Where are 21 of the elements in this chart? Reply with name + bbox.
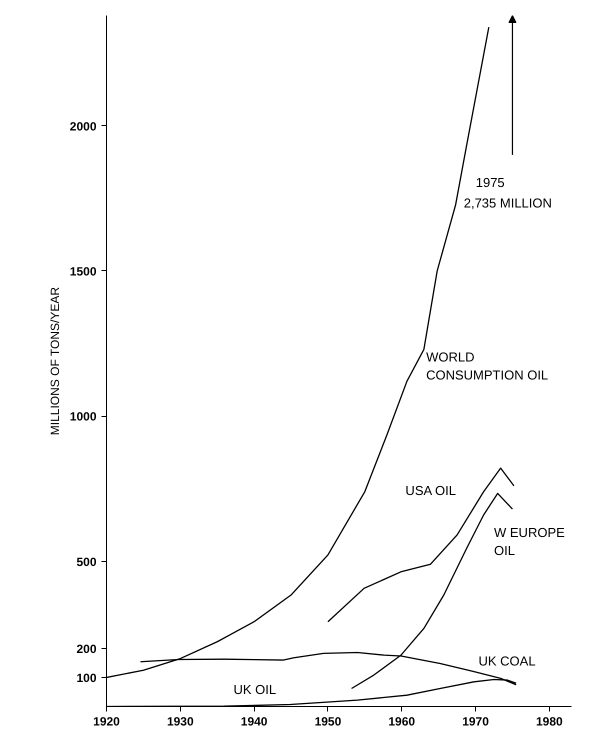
x-tick-label: 1950 <box>314 714 342 728</box>
y-tick-label: 1000 <box>70 410 97 424</box>
x-tick-label: 1970 <box>462 714 490 728</box>
x-tick-label: 1960 <box>388 714 416 728</box>
y-tick-label: 200 <box>76 642 97 656</box>
y-axis-title: MILLIONS OF TONS/YEAR <box>48 286 62 436</box>
series-label: WORLD CONSUMPTION OIL <box>426 349 548 382</box>
y-tick-label: 500 <box>76 554 97 569</box>
y-tick-label: 100 <box>76 670 97 685</box>
series-label: UK OIL <box>233 682 276 698</box>
y-tick-label: 2000 <box>70 119 97 134</box>
series-label: UK COAL <box>478 653 536 668</box>
annotation: 2,735 MILLION <box>464 196 552 211</box>
annotation: 1975 <box>476 175 505 190</box>
x-tick-label: 1920 <box>93 714 120 728</box>
x-tick-label: 1940 <box>240 714 268 728</box>
x-tick-label: 1980 <box>536 714 564 728</box>
series-label: W EUROPE OIL <box>494 525 566 558</box>
x-tick-label: 1930 <box>166 714 194 728</box>
y-tick-label: 1500 <box>70 264 97 278</box>
series-label: USA OIL <box>405 483 456 498</box>
